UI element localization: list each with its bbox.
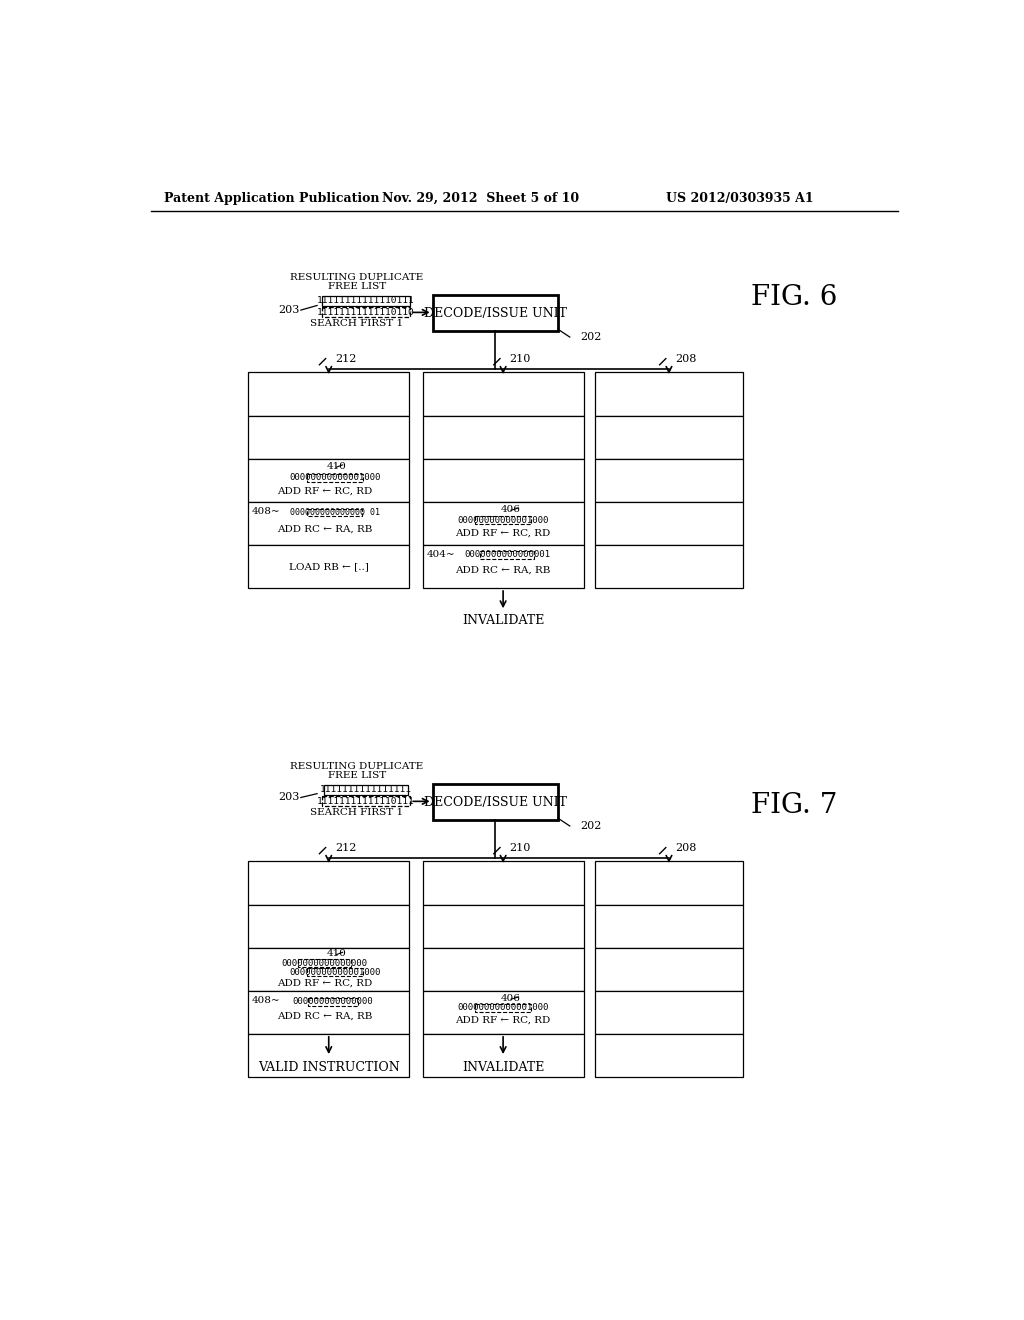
Text: 210: 210 [509,842,530,853]
Bar [248,545,410,589]
Text: 00000000000001000: 00000000000001000 [289,968,381,977]
Bar [595,862,742,904]
Text: FIG. 7: FIG. 7 [752,792,838,818]
Text: FIG. 6: FIG. 6 [752,284,838,310]
Text: 212: 212 [335,842,356,853]
Bar [322,796,411,807]
Bar [595,502,742,545]
Bar [475,1003,531,1011]
Bar [248,991,410,1034]
Text: ADD RC ← RA, RB: ADD RC ← RA, RB [278,1011,373,1020]
Text: 410: 410 [327,462,346,471]
Text: 404~: 404~ [426,550,455,560]
Bar [595,991,742,1034]
Text: RESULTING DUPLICATE: RESULTING DUPLICATE [290,762,423,771]
Bar [595,372,742,416]
Bar [423,904,584,948]
Text: DECODE/ISSUE UNIT: DECODE/ISSUE UNIT [424,796,567,809]
Text: ADD RF ← RC, RD: ADD RF ← RC, RD [278,978,373,987]
Text: FREE LIST: FREE LIST [328,771,386,780]
Text: 202: 202 [580,821,601,832]
Text: Nov. 29, 2012  Sheet 5 of 10: Nov. 29, 2012 Sheet 5 of 10 [382,191,580,205]
Text: 11111111111110110: 11111111111110110 [317,308,415,317]
Text: FREE LIST: FREE LIST [328,282,386,292]
Bar [248,862,410,904]
Text: INVALIDATE: INVALIDATE [462,1061,545,1074]
Text: ADD RC ← RA, RB: ADD RC ← RA, RB [456,566,551,574]
Bar [307,998,357,1006]
Bar [595,948,742,991]
Bar [298,960,351,968]
Bar [322,308,411,317]
Text: 408~: 408~ [252,997,281,1006]
Bar [324,785,408,795]
Bar [595,545,742,589]
Bar [595,904,742,948]
Text: 0000000000000000: 0000000000000000 [282,958,368,968]
Text: 00000000000001000: 00000000000001000 [458,1003,549,1012]
Text: 000000000000000: 000000000000000 [292,997,373,1006]
Bar [248,502,410,545]
Text: 208: 208 [675,354,696,363]
Text: 00000000000001000: 00000000000001000 [458,516,549,525]
Text: ADD RF ← RC, RD: ADD RF ← RC, RD [278,487,373,495]
Bar [248,372,410,416]
Text: 11111111111110111: 11111111111110111 [317,797,415,805]
Text: SEARCH FIRST 1: SEARCH FIRST 1 [310,318,403,327]
Bar [248,459,410,502]
Text: 203: 203 [279,305,300,315]
Text: 410: 410 [327,949,346,958]
Bar [423,991,584,1034]
Bar [480,550,534,558]
Bar [423,502,584,545]
Bar [307,969,364,977]
Bar [595,1034,742,1077]
Bar [423,545,584,589]
Text: VALID INSTRUCTION: VALID INSTRUCTION [258,1061,399,1074]
Text: LOAD RB ← [..]: LOAD RB ← [..] [289,562,369,572]
Text: 00000000000001000: 00000000000001000 [289,474,381,482]
Text: 208: 208 [675,842,696,853]
Text: INVALIDATE: INVALIDATE [462,614,545,627]
Text: 210: 210 [509,354,530,363]
Text: 203: 203 [279,792,300,803]
Bar [248,1034,410,1077]
Bar [307,510,362,516]
Bar [423,372,584,416]
Text: 1111111111111111: 1111111111111111 [319,785,412,795]
Bar [475,516,531,524]
Bar [432,296,558,331]
Text: 212: 212 [335,354,356,363]
Bar [307,474,364,482]
Text: ADD RF ← RC, RD: ADD RF ← RC, RD [456,1015,551,1024]
Text: ADD RF ← RC, RD: ADD RF ← RC, RD [456,529,551,537]
Text: 408~: 408~ [252,507,281,516]
Text: 0000000000000001: 0000000000000001 [464,550,550,560]
Bar [423,416,584,459]
Bar [423,862,584,904]
Text: Patent Application Publication: Patent Application Publication [164,191,379,205]
Text: 202: 202 [580,333,601,342]
Text: 406: 406 [501,506,521,513]
Bar [322,296,411,306]
Text: 406: 406 [501,994,521,1003]
Text: SEARCH FIRST 1: SEARCH FIRST 1 [310,808,403,817]
Bar [248,948,410,991]
Bar [248,416,410,459]
Bar [432,784,558,820]
Bar [595,459,742,502]
Bar [423,1034,584,1077]
Bar [423,948,584,991]
Text: ADD RC ← RA, RB: ADD RC ← RA, RB [278,524,373,533]
Text: DECODE/ISSUE UNIT: DECODE/ISSUE UNIT [424,306,567,319]
Text: 11111111111110111: 11111111111110111 [317,297,415,305]
Text: 000000000000000 01: 000000000000000 01 [290,508,380,517]
Bar [248,904,410,948]
Text: RESULTING DUPLICATE: RESULTING DUPLICATE [290,273,423,282]
Bar [595,416,742,459]
Text: US 2012/0303935 A1: US 2012/0303935 A1 [667,191,814,205]
Bar [423,459,584,502]
